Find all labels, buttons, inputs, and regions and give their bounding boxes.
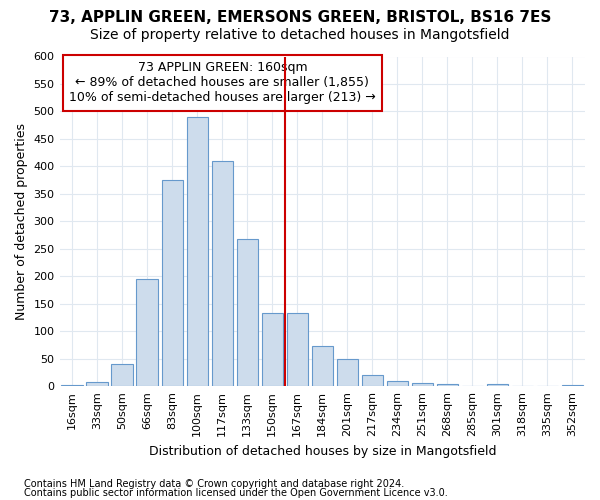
X-axis label: Distribution of detached houses by size in Mangotsfield: Distribution of detached houses by size … — [149, 444, 496, 458]
Bar — [487, 384, 508, 386]
Bar — [161, 180, 183, 386]
Bar — [337, 359, 358, 386]
Bar — [362, 376, 383, 386]
Bar — [412, 383, 433, 386]
Text: Size of property relative to detached houses in Mangotsfield: Size of property relative to detached ho… — [90, 28, 510, 42]
Text: 73 APPLIN GREEN: 160sqm
← 89% of detached houses are smaller (1,855)
10% of semi: 73 APPLIN GREEN: 160sqm ← 89% of detache… — [69, 62, 376, 104]
Bar — [61, 384, 83, 386]
Bar — [112, 364, 133, 386]
Bar — [236, 239, 258, 386]
Bar — [187, 117, 208, 386]
Bar — [437, 384, 458, 386]
Y-axis label: Number of detached properties: Number of detached properties — [15, 123, 28, 320]
Text: 73, APPLIN GREEN, EMERSONS GREEN, BRISTOL, BS16 7ES: 73, APPLIN GREEN, EMERSONS GREEN, BRISTO… — [49, 10, 551, 25]
Bar — [387, 381, 408, 386]
Bar — [86, 382, 108, 386]
Bar — [311, 346, 333, 387]
Bar — [136, 279, 158, 386]
Text: Contains HM Land Registry data © Crown copyright and database right 2024.: Contains HM Land Registry data © Crown c… — [24, 479, 404, 489]
Text: Contains public sector information licensed under the Open Government Licence v3: Contains public sector information licen… — [24, 488, 448, 498]
Bar — [212, 161, 233, 386]
Bar — [262, 313, 283, 386]
Bar — [562, 385, 583, 386]
Bar — [287, 313, 308, 386]
